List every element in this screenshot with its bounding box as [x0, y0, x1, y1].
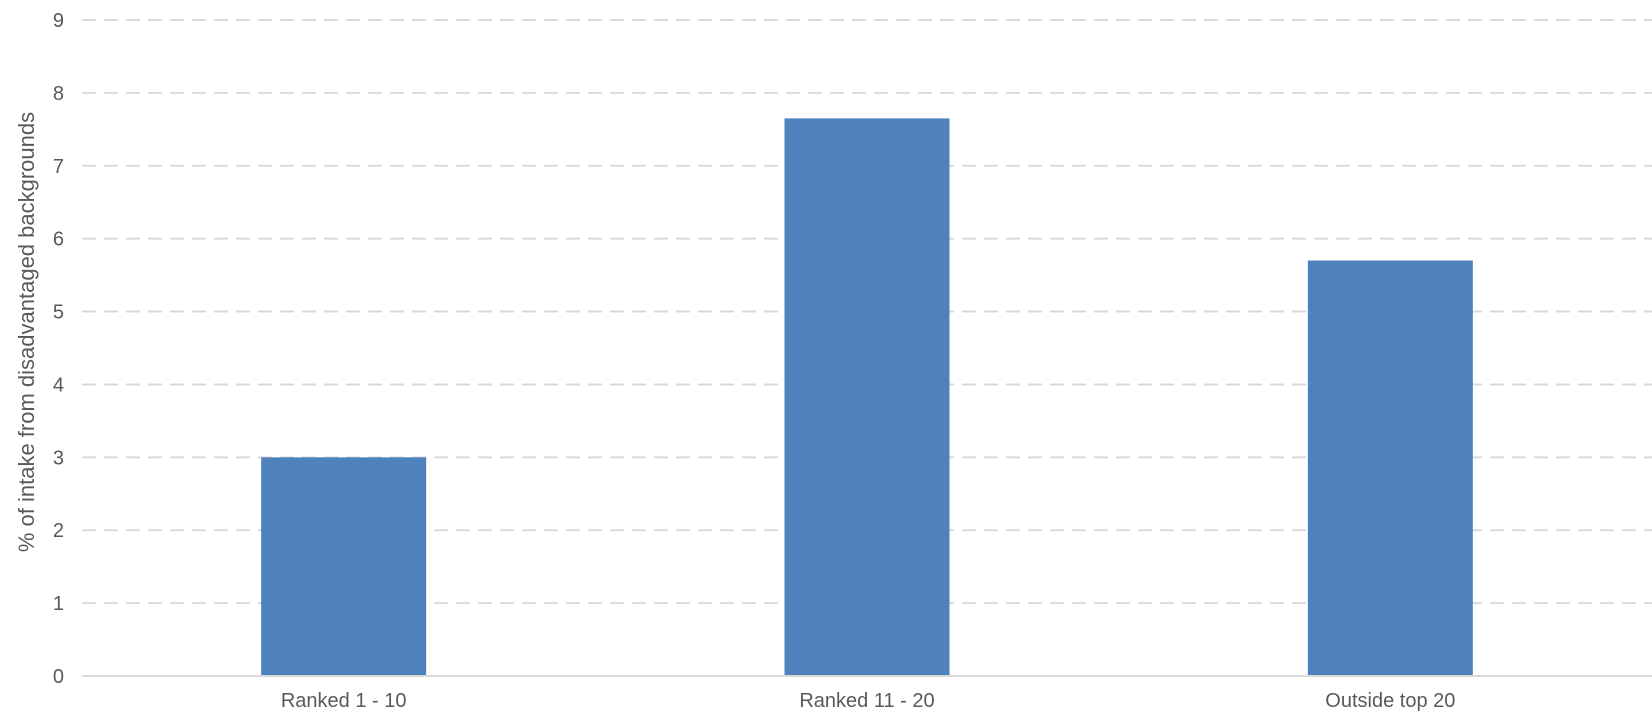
y-tick-labels: 0 1 2 3 4 5 6 7 8 9: [53, 10, 64, 688]
x-tick-label: Ranked 1 - 10: [281, 690, 407, 712]
bars: [261, 118, 1473, 676]
y-tick-label: 2: [53, 520, 64, 542]
bar: [1307, 260, 1473, 676]
y-tick-label: 5: [53, 302, 64, 324]
y-tick-label: 1: [53, 593, 64, 615]
y-tick-label: 7: [53, 156, 64, 178]
y-tick-label: 9: [53, 10, 64, 32]
y-tick-label: 4: [53, 374, 64, 396]
x-tick-label: Outside top 20: [1325, 690, 1455, 712]
y-tick-label: 8: [53, 83, 64, 105]
x-tick-label: Ranked 11 - 20: [799, 690, 934, 712]
y-tick-label: 0: [53, 666, 64, 688]
y-axis-title: % of intake from disadvantaged backgroun…: [14, 112, 39, 552]
bar: [261, 457, 427, 676]
y-tick-label: 3: [53, 447, 64, 469]
y-tick-label: 6: [53, 229, 64, 251]
bar: [784, 118, 950, 676]
x-tick-labels: Ranked 1 - 10 Ranked 11 - 20 Outside top 2…: [281, 690, 1456, 712]
